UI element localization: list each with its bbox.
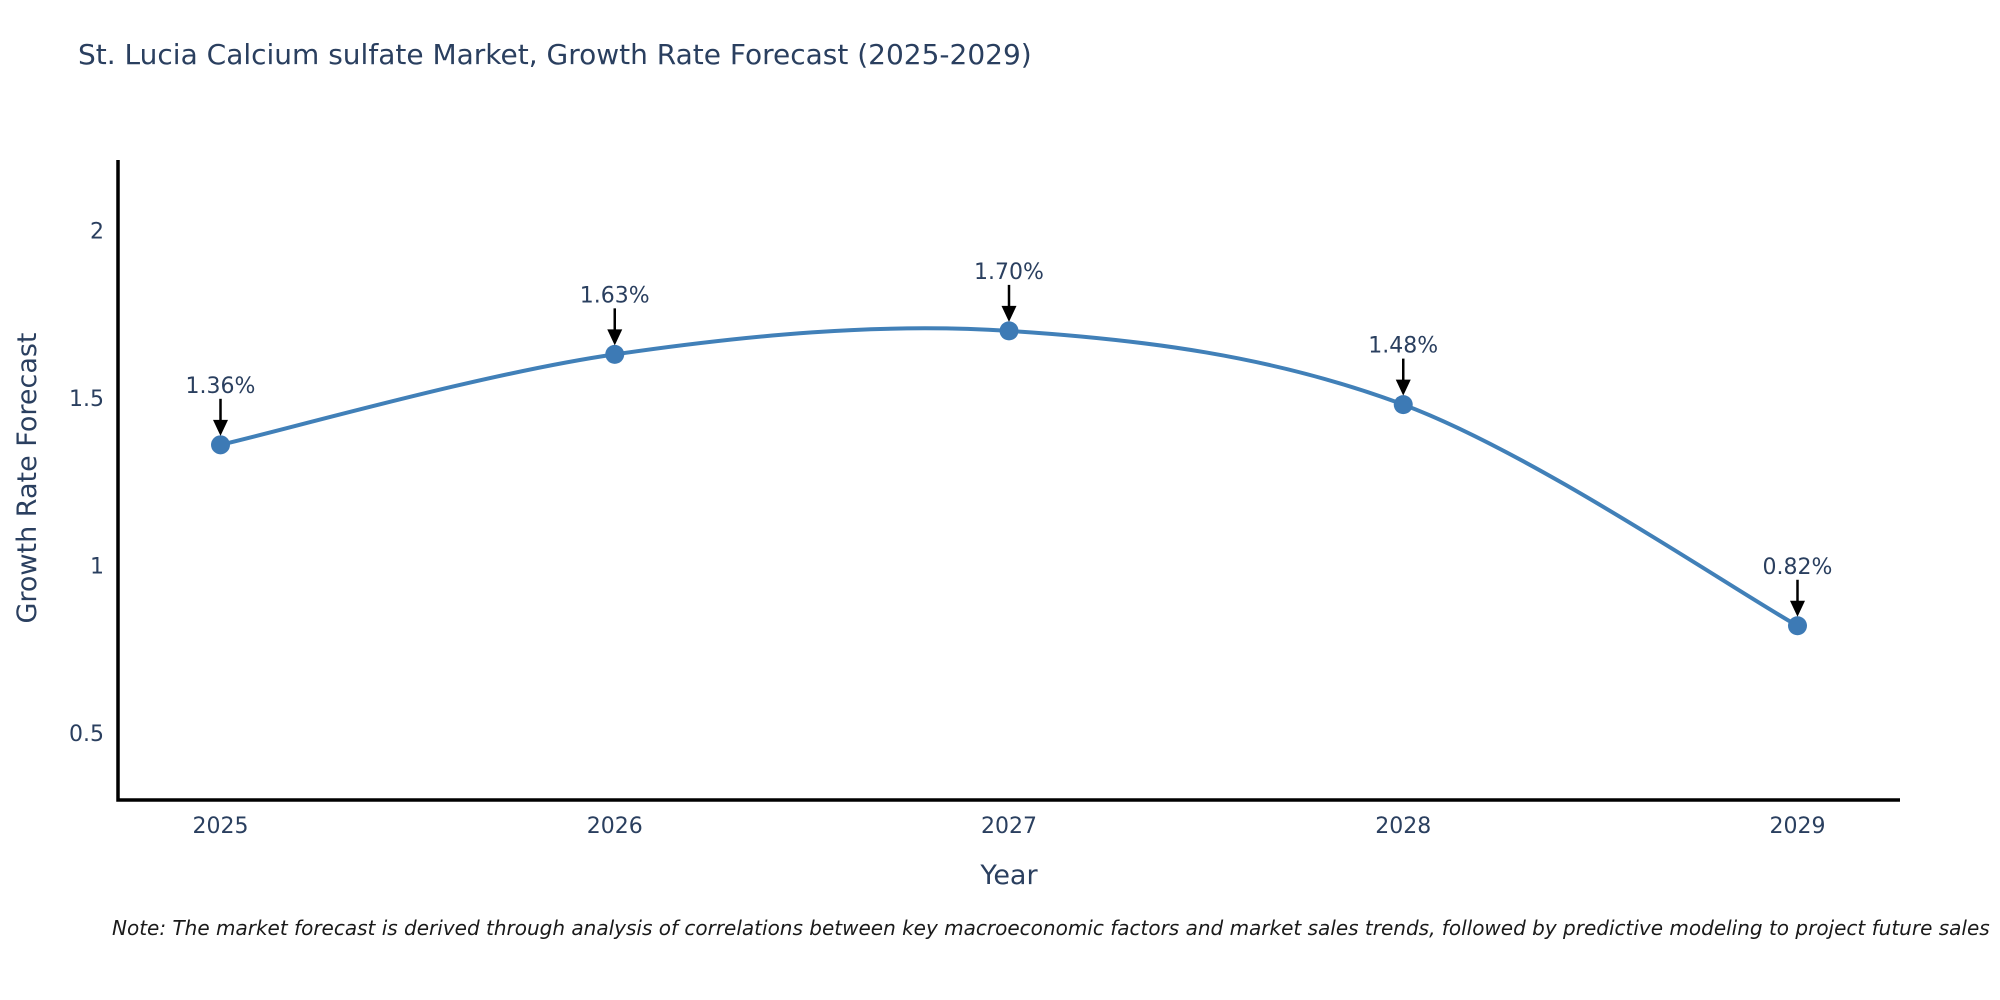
data-point-marker xyxy=(999,321,1019,341)
annotation-label: 0.82% xyxy=(1763,555,1833,580)
y-tick-label: 0.5 xyxy=(69,722,104,747)
chart-title: St. Lucia Calcium sulfate Market, Growth… xyxy=(78,38,1032,71)
series-line xyxy=(218,326,1800,628)
x-tick-label: 2028 xyxy=(1375,814,1431,839)
y-tick-label: 2 xyxy=(90,219,104,244)
annotation-arrow-head xyxy=(607,329,623,346)
y-tick-label: 1 xyxy=(90,554,104,579)
y-axis-title: Growth Rate Forecast xyxy=(12,332,43,624)
axis-line xyxy=(116,160,1900,802)
data-point-marker xyxy=(1393,395,1413,415)
annotation-label: 1.70% xyxy=(974,260,1044,285)
x-axis-title: Year xyxy=(980,860,1038,891)
annotation-arrow-head xyxy=(1789,600,1805,617)
data-point-marker xyxy=(605,344,625,364)
footnote-text: Note: The market forecast is derived thr… xyxy=(112,916,1990,940)
x-tick-label: 2029 xyxy=(1769,814,1825,839)
annotation-arrow-head xyxy=(1001,305,1017,322)
data-point-marker xyxy=(211,435,231,455)
annotation-label: 1.63% xyxy=(580,283,650,308)
annotation-label: 1.48% xyxy=(1368,334,1438,359)
x-tick-label: 2025 xyxy=(193,814,249,839)
x-tick-label: 2026 xyxy=(587,814,643,839)
annotation-label: 1.36% xyxy=(186,374,256,399)
data-point-marker xyxy=(1787,616,1807,636)
annotation-arrow-head xyxy=(1395,379,1411,396)
x-tick-label: 2027 xyxy=(981,814,1037,839)
annotation-arrow-head xyxy=(213,419,229,436)
y-tick-label: 1.5 xyxy=(69,387,104,412)
